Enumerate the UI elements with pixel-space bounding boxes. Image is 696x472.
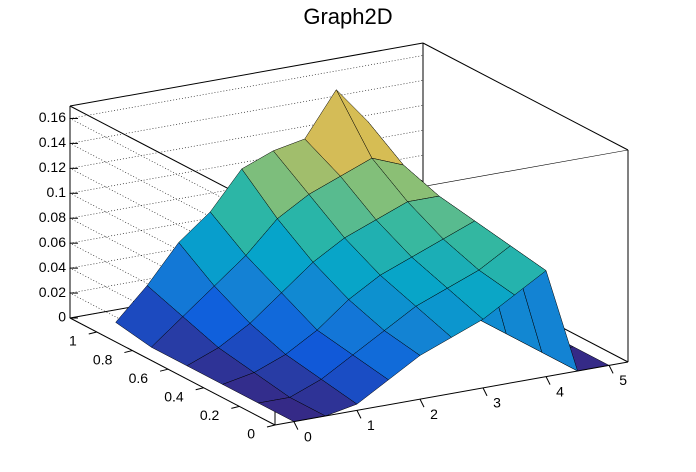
x-tick bbox=[608, 365, 614, 374]
z-tick-label: 0.12 bbox=[39, 159, 66, 175]
y-tick-label: 0.4 bbox=[164, 388, 184, 404]
box-edge bbox=[422, 42, 629, 151]
x-tick bbox=[419, 398, 425, 408]
y-tick-label: 1 bbox=[69, 333, 77, 349]
y-tick bbox=[88, 331, 97, 335]
y-tick bbox=[195, 387, 204, 391]
x-tick-label: 3 bbox=[493, 395, 501, 411]
z-tick-label: 0.04 bbox=[39, 259, 66, 275]
y-tick-label: 0.6 bbox=[129, 370, 149, 386]
y-tick bbox=[231, 405, 240, 409]
x-tick-label: 1 bbox=[367, 417, 375, 433]
y-axis bbox=[69, 317, 276, 426]
x-axis bbox=[274, 361, 629, 426]
x-tick-label: 0 bbox=[304, 428, 312, 444]
z-tick-label: 0.02 bbox=[39, 284, 66, 300]
x-tick bbox=[293, 421, 299, 430]
x-tick-label: 4 bbox=[556, 383, 564, 399]
x-tick bbox=[545, 376, 551, 385]
y-tick bbox=[124, 350, 133, 354]
y-tick bbox=[159, 368, 169, 372]
chart-title: Graph2D bbox=[303, 4, 392, 29]
x-tick-label: 2 bbox=[430, 406, 438, 422]
x-tick bbox=[482, 387, 488, 397]
box-edge bbox=[69, 42, 424, 107]
z-tick-label: 0.06 bbox=[39, 234, 66, 250]
z-tick-label: 0.14 bbox=[39, 134, 66, 150]
z-tick-label: 0.1 bbox=[47, 184, 67, 200]
x-tick bbox=[356, 410, 362, 419]
z-tick-label: 0 bbox=[58, 309, 66, 325]
z-tick-label: 0.08 bbox=[39, 209, 66, 225]
y-tick-label: 0.8 bbox=[93, 351, 113, 367]
y-tick-label: 0.2 bbox=[200, 407, 220, 423]
y-tick-label: 0 bbox=[247, 426, 255, 442]
z-tick-label: 0.16 bbox=[39, 109, 66, 125]
x-tick-label: 5 bbox=[619, 372, 627, 388]
y-tick bbox=[266, 424, 276, 428]
